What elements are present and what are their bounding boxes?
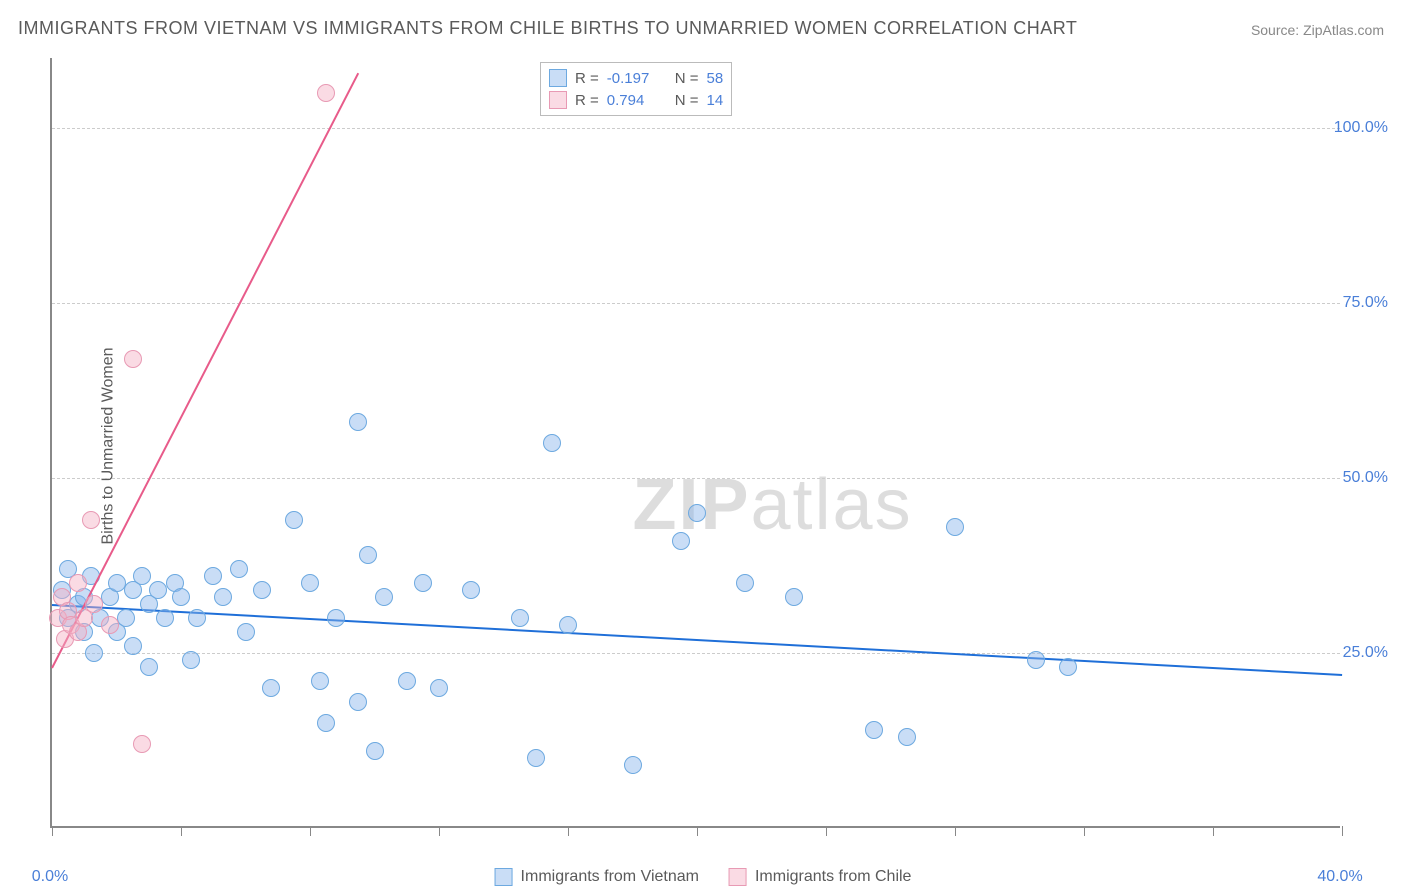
scatter-point xyxy=(133,567,151,585)
scatter-point xyxy=(85,595,103,613)
y-tick-label: 100.0% xyxy=(1334,119,1388,137)
scatter-point xyxy=(865,721,883,739)
watermark-light: atlas xyxy=(751,465,913,545)
x-tick xyxy=(697,826,698,836)
scatter-point xyxy=(398,672,416,690)
x-tick xyxy=(1342,826,1343,836)
legend-row: R = 0.794 N = 14 xyxy=(549,89,723,111)
scatter-point xyxy=(375,588,393,606)
scatter-point xyxy=(1027,651,1045,669)
scatter-point xyxy=(736,574,754,592)
gridline xyxy=(52,303,1340,304)
plot-area: ZIPatlas xyxy=(50,58,1340,828)
scatter-point xyxy=(285,511,303,529)
scatter-point xyxy=(527,749,545,767)
y-tick-label: 75.0% xyxy=(1343,294,1388,312)
gridline xyxy=(52,128,1340,129)
scatter-point xyxy=(359,546,377,564)
scatter-point xyxy=(188,609,206,627)
scatter-point xyxy=(182,651,200,669)
scatter-point xyxy=(898,728,916,746)
x-tick xyxy=(955,826,956,836)
scatter-point xyxy=(543,434,561,452)
correlation-legend: R = -0.197 N = 58 R = 0.794 N = 14 xyxy=(540,62,732,116)
scatter-point xyxy=(69,574,87,592)
source-label: Source: ZipAtlas.com xyxy=(1251,22,1384,38)
legend-label: Immigrants from Vietnam xyxy=(521,868,699,886)
scatter-point xyxy=(140,658,158,676)
scatter-point xyxy=(785,588,803,606)
y-tick-label: 50.0% xyxy=(1343,469,1388,487)
legend-n-label: N = xyxy=(675,70,699,87)
legend-r-label: R = xyxy=(575,70,599,87)
scatter-point xyxy=(204,567,222,585)
x-tick xyxy=(181,826,182,836)
scatter-point xyxy=(82,511,100,529)
scatter-point xyxy=(301,574,319,592)
legend-n-value: 58 xyxy=(707,70,724,87)
legend-item: Immigrants from Chile xyxy=(729,868,911,886)
scatter-point xyxy=(1059,658,1077,676)
scatter-point xyxy=(253,581,271,599)
x-tick xyxy=(568,826,569,836)
scatter-point xyxy=(133,735,151,753)
legend-item: Immigrants from Vietnam xyxy=(495,868,699,886)
scatter-point xyxy=(511,609,529,627)
scatter-point xyxy=(317,714,335,732)
y-tick-label: 25.0% xyxy=(1343,644,1388,662)
legend-swatch xyxy=(495,868,513,886)
scatter-point xyxy=(624,756,642,774)
scatter-point xyxy=(262,679,280,697)
legend-swatch xyxy=(729,868,747,886)
x-tick xyxy=(439,826,440,836)
legend-label: Immigrants from Chile xyxy=(755,868,911,886)
x-tick-label: 0.0% xyxy=(32,868,68,886)
scatter-point xyxy=(124,637,142,655)
scatter-point xyxy=(688,504,706,522)
x-tick xyxy=(1213,826,1214,836)
scatter-point xyxy=(349,413,367,431)
scatter-point xyxy=(101,616,119,634)
legend-r-value: 0.794 xyxy=(607,92,657,109)
scatter-point xyxy=(414,574,432,592)
scatter-point xyxy=(559,616,577,634)
scatter-point xyxy=(672,532,690,550)
gridline xyxy=(52,653,1340,654)
chart-container: IMMIGRANTS FROM VIETNAM VS IMMIGRANTS FR… xyxy=(0,0,1406,892)
scatter-point xyxy=(349,693,367,711)
scatter-point xyxy=(366,742,384,760)
scatter-point xyxy=(311,672,329,690)
scatter-point xyxy=(317,84,335,102)
series-legend: Immigrants from Vietnam Immigrants from C… xyxy=(495,868,912,886)
scatter-point xyxy=(430,679,448,697)
scatter-point xyxy=(85,644,103,662)
legend-n-label: N = xyxy=(675,92,699,109)
legend-swatch xyxy=(549,69,567,87)
legend-r-value: -0.197 xyxy=(607,70,657,87)
scatter-point xyxy=(124,350,142,368)
x-tick-label: 40.0% xyxy=(1317,868,1362,886)
x-tick xyxy=(310,826,311,836)
legend-n-value: 14 xyxy=(707,92,724,109)
x-tick xyxy=(1084,826,1085,836)
scatter-point xyxy=(237,623,255,641)
legend-swatch xyxy=(549,91,567,109)
scatter-point xyxy=(117,609,135,627)
legend-r-label: R = xyxy=(575,92,599,109)
scatter-point xyxy=(230,560,248,578)
scatter-point xyxy=(172,588,190,606)
x-tick xyxy=(826,826,827,836)
legend-row: R = -0.197 N = 58 xyxy=(549,67,723,89)
scatter-point xyxy=(462,581,480,599)
scatter-point xyxy=(156,609,174,627)
scatter-point xyxy=(327,609,345,627)
scatter-point xyxy=(946,518,964,536)
x-tick xyxy=(52,826,53,836)
gridline xyxy=(52,478,1340,479)
chart-title: IMMIGRANTS FROM VIETNAM VS IMMIGRANTS FR… xyxy=(18,18,1077,39)
scatter-point xyxy=(214,588,232,606)
